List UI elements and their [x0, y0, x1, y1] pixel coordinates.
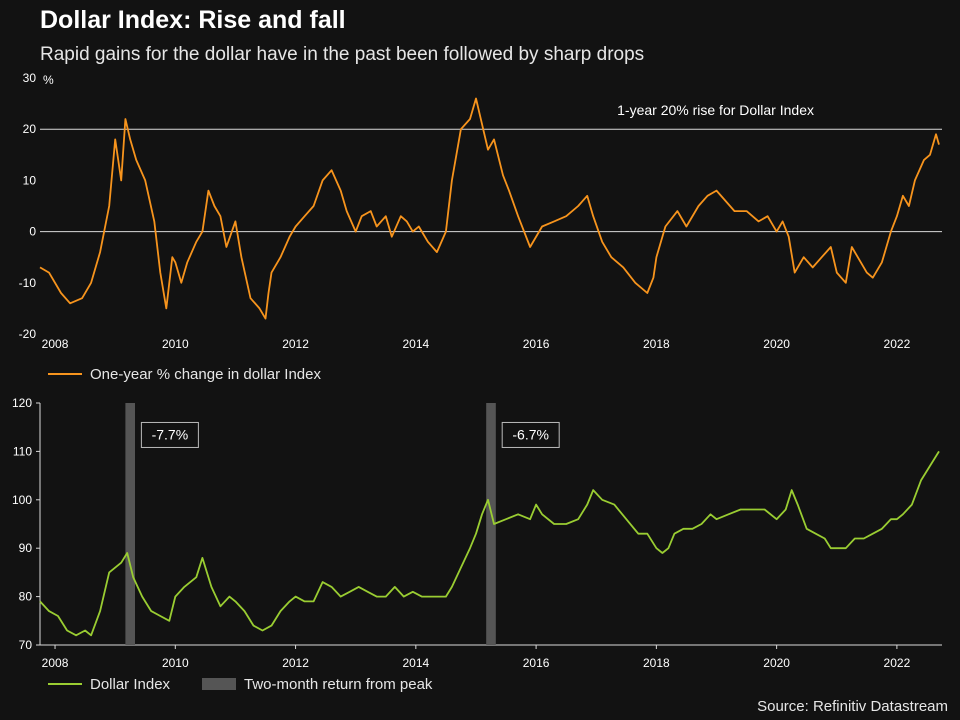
bottom-x-tick-label: 2010: [162, 656, 189, 670]
shaded-period-label: -6.7%: [512, 426, 549, 442]
one-year-change-line: [39, 97, 940, 320]
top-x-tick-label: 2020: [763, 337, 790, 351]
bottom-y-axis: 120 110 100 90 80 70: [12, 396, 40, 652]
reference-line-label: 1-year 20% rise for Dollar Index: [617, 102, 814, 118]
bottom-chart-shaded-periods: -7.7% -6.7%: [125, 403, 560, 645]
bottom-y-tick-label: 120: [12, 396, 32, 410]
top-x-tick-label: 2010: [162, 337, 189, 351]
bottom-y-tick-label: 110: [13, 444, 32, 458]
top-y-tick-label: 20: [23, 122, 37, 136]
bottom-y-tick-label: 90: [19, 541, 33, 555]
top-x-tick-label: 2016: [523, 337, 550, 351]
shaded-period-label-box: [140, 421, 199, 448]
top-x-tick-label: 2012: [282, 337, 309, 351]
top-chart-series: [39, 97, 940, 320]
top-y-tick-label: 30: [23, 71, 37, 85]
bottom-x-tick-label: 2016: [523, 656, 550, 670]
shaded-period-label: -7.7%: [152, 426, 189, 442]
top-x-tick-label: 2008: [42, 337, 69, 351]
bottom-x-tick-label: 2008: [42, 656, 69, 670]
top-y-axis: 30 20 10 0 -10 -20: [19, 71, 37, 341]
top-x-tick-label: 2018: [643, 337, 670, 351]
top-y-tick-label: 10: [23, 173, 37, 187]
dollar-index-line: [39, 450, 940, 637]
bottom-y-tick-label: 80: [19, 590, 33, 604]
bottom-x-axis: 2008 2010 2012 2014 2016 2018 2020 2022: [42, 645, 911, 670]
top-legend-label: One-year % change in dollar Index: [90, 366, 321, 383]
bottom-x-tick-label: 2020: [763, 656, 790, 670]
bottom-legend-label-two-month-return: Two-month return from peak: [244, 676, 433, 693]
bottom-y-tick-label: 100: [12, 493, 32, 507]
top-y-unit-label: %: [43, 73, 54, 87]
chart-subtitle: Rapid gains for the dollar have in the p…: [40, 44, 645, 65]
shaded-period-bar: [125, 403, 136, 645]
chart-title: Dollar Index: Rise and fall: [40, 6, 346, 34]
top-x-tick-label: 2022: [884, 337, 911, 351]
top-x-tick-label: 2014: [402, 337, 429, 351]
bottom-x-tick-label: 2014: [402, 656, 429, 670]
top-y-tick-label: 0: [29, 225, 36, 239]
bottom-x-tick-label: 2022: [884, 656, 911, 670]
bottom-y-tick-label: 70: [19, 638, 33, 652]
legend-swatch-gray: [202, 678, 236, 690]
bottom-legend-label-dollar-index: Dollar Index: [90, 676, 171, 693]
top-x-axis: 2008 2010 2012 2014 2016 2018 2020 2022: [42, 337, 911, 351]
top-chart-grid: [40, 128, 942, 233]
top-y-tick-label: -10: [19, 276, 37, 290]
shaded-period-bar: [486, 403, 496, 645]
bottom-chart-series: [39, 450, 940, 637]
bottom-x-tick-label: 2012: [282, 656, 309, 670]
bottom-x-tick-label: 2018: [643, 656, 670, 670]
shaded-period-label-box: [501, 421, 560, 448]
top-y-tick-label: -20: [19, 327, 37, 341]
source-note: Source: Refinitiv Datastream: [757, 698, 948, 715]
